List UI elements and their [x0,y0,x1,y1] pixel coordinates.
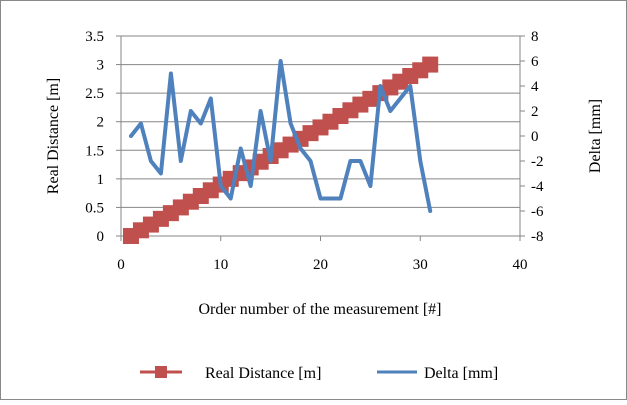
y-tick-label: 2 [97,115,105,131]
x-tick-label: 40 [513,257,528,273]
series-line-delta [129,59,433,213]
legend-label-delta: Delta [mm] [424,365,498,382]
y2-tick-label: 4 [531,79,539,95]
y2-tick-label: 8 [531,29,539,45]
y-tick-label: 0.5 [85,200,104,216]
y2-tick-label: 0 [531,129,539,145]
y-tick-label: 1 [97,172,105,188]
x-axis-title: Order number of the measurement [#] [198,301,441,318]
y-tick-label: 3 [97,58,105,74]
y2-tick-label: -6 [531,204,544,220]
y-tick-label: 3.5 [85,29,104,45]
y2-tick-label: -4 [531,179,544,195]
series-layer [122,56,439,244]
y2-tick-label: -2 [531,154,544,170]
y2-tick-label: -8 [531,229,544,245]
y-axis-title: Real Distance [m] [45,78,62,194]
x-tick-label: 10 [213,257,228,273]
y2-tick-label: 2 [531,104,539,120]
legend-label-real-distance: Real Distance [m] [205,365,321,382]
x-tick-label: 20 [313,257,328,273]
data-point-real-distance [422,56,439,73]
legend-item-delta: Delta [mm] [377,365,498,382]
axes [116,35,525,241]
x-tick-label: 30 [413,257,428,273]
y-tick-label: 2.5 [85,86,104,102]
legend-swatch-real-distance-marker [155,366,167,378]
y2-axis-title: Delta [mm] [587,99,604,173]
y-tick-label: 0 [97,229,105,245]
legend: Real Distance [m] Delta [mm] [140,365,498,382]
y2-tick-label: 6 [531,54,539,70]
tick-labels: 0 0.5 1 1.5 2 2.5 3 3.5 -8 -6 -4 -2 0 2 4 6 8 0 10 20 30 40 [85,29,544,273]
x-tick-label: 0 [117,257,125,273]
y-tick-label: 1.5 [85,143,104,159]
legend-item-real-distance: Real Distance [m] [140,365,321,382]
